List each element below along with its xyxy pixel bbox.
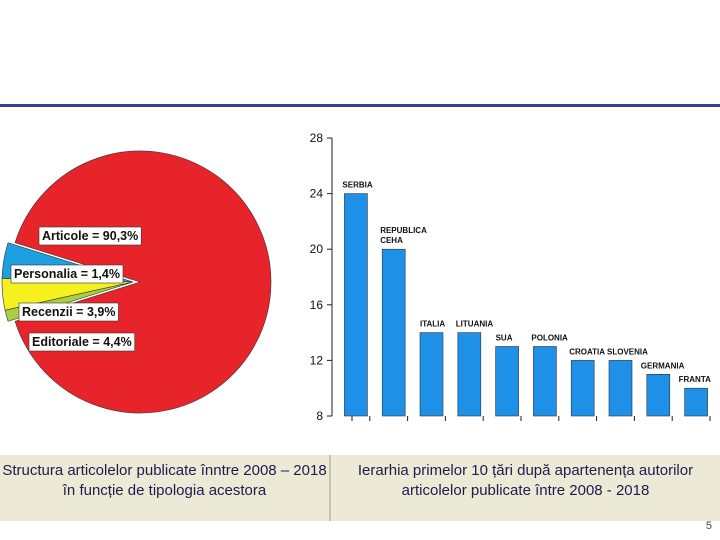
pie-label-articole: Articole = 90,3% [42,229,138,243]
bar-serbia [344,193,368,417]
pie-label-editoriale: Editoriale = 4,4% [32,335,132,349]
bar-italia [419,332,444,417]
bar-croatia [570,360,595,417]
bar-lituania [457,332,482,417]
y-tick-label: 28 [310,131,324,145]
bar-franta [684,387,708,417]
bar-label: SERBIA [342,181,372,190]
bar-germania [646,374,671,417]
article-type-pie-chart: Articole = 90,3% Personalia = 1,4% Recenzi… [1,150,272,414]
pie-label-recenzii-box [18,302,119,322]
caption-band [0,455,720,521]
bar-label: POLONIA [531,334,568,343]
bar-label: ITALIA [420,320,445,329]
pie-label-editoriale-box [28,332,136,352]
bar-label: LITUANIA [456,320,494,329]
bar-label: SUA [496,334,513,343]
page-number: 5 [705,520,712,532]
bar-chart-caption: Ierarhia primelor 10 țări după apartenen… [357,462,694,499]
bar-label: GERMANIA [641,361,685,370]
y-tick-label: 24 [310,187,324,201]
caption-divider [329,455,331,521]
bar-label: FRANTA [679,375,712,384]
bar-sua [495,346,519,417]
pie-label-recenzii: Recenzii = 3,9% [22,305,115,319]
y-tick-label: 20 [310,242,324,256]
pie-label-articole-box [38,226,142,246]
bar-polonia [533,346,557,417]
header-divider [0,104,720,107]
pie-chart-caption: Structura articolelor publicate înntre 2… [2,462,327,499]
y-tick-label: 12 [310,353,324,367]
bar-label: CEHA [380,236,403,245]
bar-label: SLOVENIA [607,347,648,356]
y-tick-label: 8 [316,409,323,423]
bar-label: REPUBLICA [380,226,427,235]
bar-slovenia [608,360,633,417]
pie-label-personalia: Personalia = 1,4% [14,267,120,281]
pie-label-personalia-box [10,264,124,284]
bar-label: CROATIA [569,347,605,356]
y-tick-label: 16 [310,298,324,312]
bar-republica-ceha [381,248,406,417]
